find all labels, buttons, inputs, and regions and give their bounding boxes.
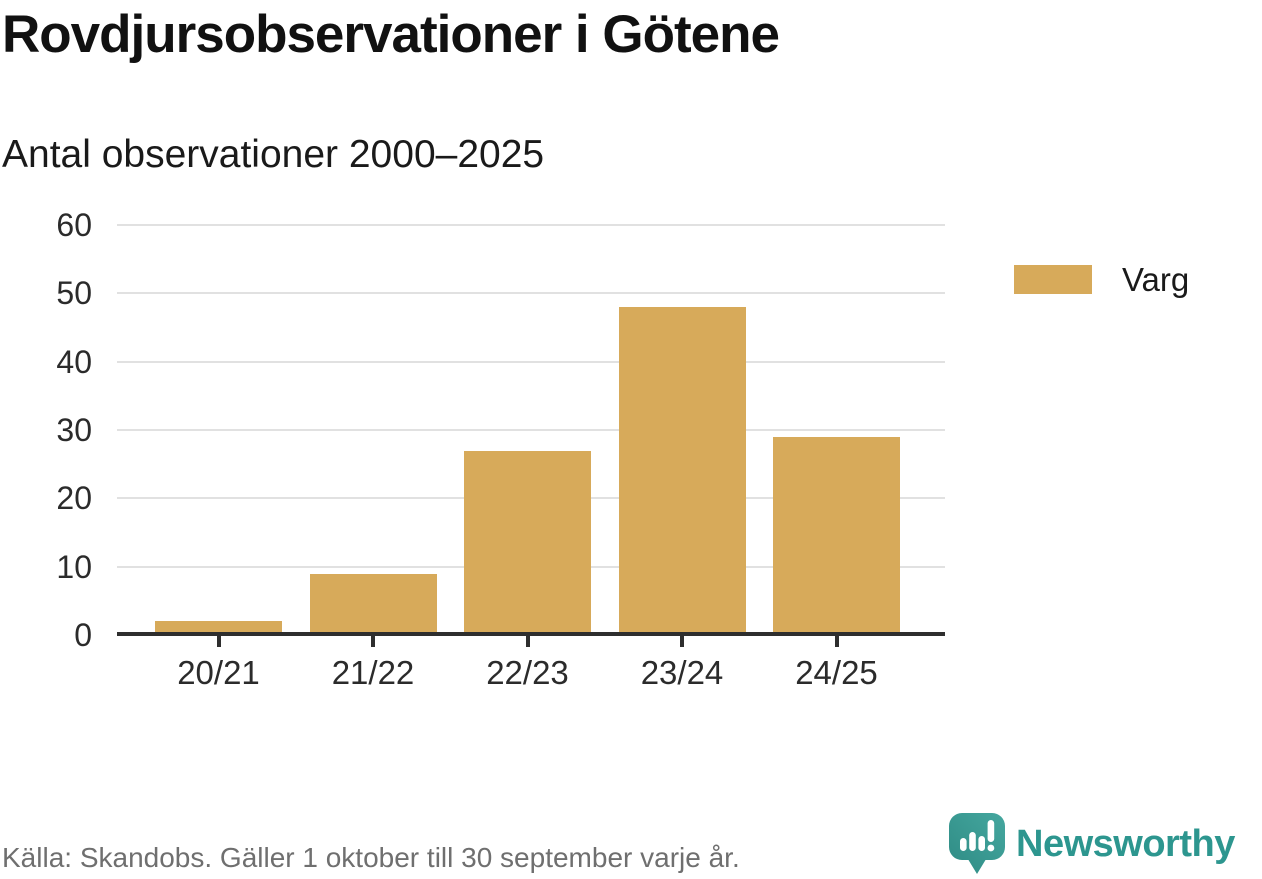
gridline xyxy=(117,429,945,431)
gridline xyxy=(117,360,945,363)
newsworthy-logo-icon xyxy=(949,813,1005,874)
bar xyxy=(309,573,437,635)
gridline xyxy=(117,224,945,226)
bar xyxy=(464,450,591,635)
y-tick-label: 10 xyxy=(56,548,92,585)
bar xyxy=(773,436,900,635)
y-tick-label: 60 xyxy=(56,207,92,243)
legend-swatch xyxy=(1014,265,1092,294)
x-tick-label: 22/23 xyxy=(486,654,569,691)
x-tick-label: 21/22 xyxy=(331,654,415,691)
chart-section: 20/21 21/22 22/23 23/24 24/25 Varg 0 10 20 30 40… xyxy=(0,207,1262,705)
bar xyxy=(155,621,282,635)
x-tick-label: 20/21 xyxy=(177,654,260,691)
source-note: Källa: Skandobs. Gäller 1 oktober till 3… xyxy=(2,842,740,873)
plot-area: 20/21 21/22 22/23 23/24 24/25 xyxy=(117,224,945,691)
y-tick-label: 20 xyxy=(56,480,92,517)
legend-label: Varg xyxy=(1122,261,1190,298)
x-tick-label: 23/24 xyxy=(640,654,724,691)
x-tick-mark xyxy=(216,636,221,647)
x-axis-line xyxy=(117,632,945,636)
brand-logo: Newsworthy xyxy=(948,812,1262,876)
legend: Varg xyxy=(1014,263,1189,296)
y-tick-label: 40 xyxy=(56,343,92,380)
gridline xyxy=(117,292,945,295)
brand-name: Newsworthy xyxy=(1016,823,1235,865)
x-tick-mark xyxy=(371,636,375,647)
chart-subtitle: Antal observationer 2000–2025 xyxy=(2,133,545,176)
bar xyxy=(618,307,746,635)
y-tick-label: 50 xyxy=(56,275,92,312)
x-tick-mark xyxy=(680,636,684,647)
x-tick-label: 24/25 xyxy=(795,654,878,691)
x-tick-mark xyxy=(834,636,839,647)
y-tick-label: 0 xyxy=(74,617,92,653)
y-tick-label: 30 xyxy=(56,412,92,448)
x-tick-mark xyxy=(525,636,530,647)
page-title: Rovdjursobservationer i Götene xyxy=(2,5,780,64)
